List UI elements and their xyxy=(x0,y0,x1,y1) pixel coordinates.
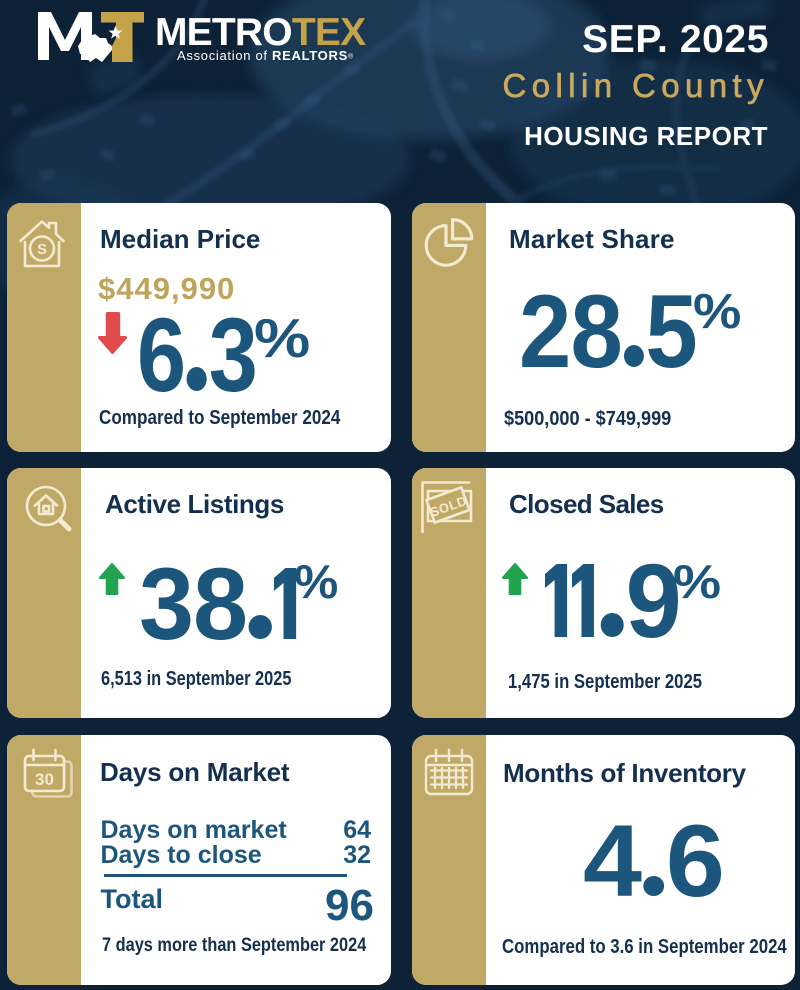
svg-text:30: 30 xyxy=(35,770,54,789)
svg-text:S: S xyxy=(37,241,47,258)
